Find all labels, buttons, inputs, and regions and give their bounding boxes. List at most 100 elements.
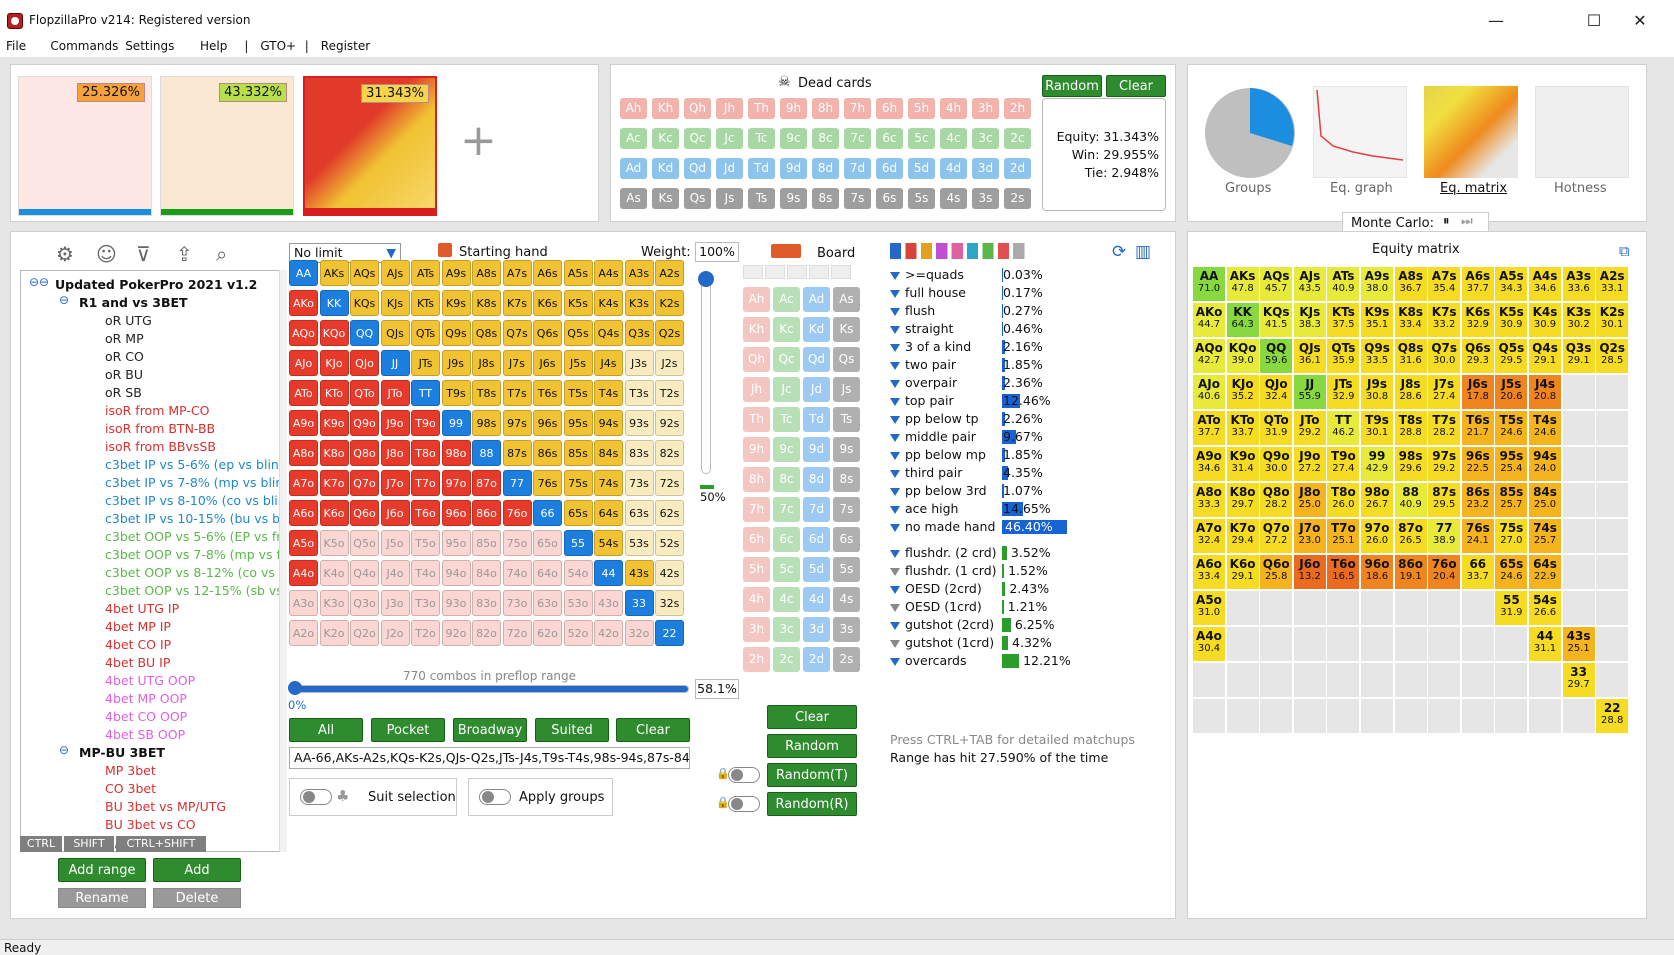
dead-card-Kd[interactable]: Kd [652, 158, 679, 179]
board-slot[interactable] [831, 265, 851, 279]
range-cell-94o[interactable]: 94o [441, 560, 471, 586]
range-cell-Q4o[interactable]: Q4o [350, 560, 379, 586]
collapse-icon[interactable]: ⊖ [39, 275, 50, 289]
range-cell-95o[interactable]: 95o [441, 530, 471, 556]
range-cell-KTo[interactable]: KTo [319, 380, 349, 406]
range-cell-53s[interactable]: 53s [624, 530, 654, 556]
range-cell-J6s[interactable]: J6s [533, 350, 562, 376]
board-card-2s[interactable]: 2s [833, 647, 860, 672]
range-cell-83o[interactable]: 83o [472, 590, 501, 616]
bar-chart-icon[interactable]: ▥ [1135, 242, 1152, 262]
range-cell-72o[interactable]: 72o [502, 620, 532, 646]
dead-card-3h[interactable]: 3h [972, 98, 999, 119]
range-cell-K4s[interactable]: K4s [594, 290, 623, 316]
tree-item[interactable]: 4bet BU IP [105, 655, 171, 670]
range-cell-JJ[interactable]: JJ [380, 350, 410, 376]
dead-card-3d[interactable]: 3d [972, 158, 999, 179]
tree-item[interactable]: 4bet CO OOP [105, 709, 188, 724]
dead-card-6d[interactable]: 6d [876, 158, 903, 179]
range-cell-J3o[interactable]: J3o [380, 590, 410, 616]
range-cell-JTo[interactable]: JTo [380, 380, 410, 406]
range-cell-J8s[interactable]: J8s [472, 350, 501, 376]
range-cell-AA[interactable]: AA [289, 260, 318, 286]
filter-funnel-icon[interactable] [890, 487, 900, 496]
filter-funnel-icon[interactable] [890, 397, 900, 406]
dead-card-Tc[interactable]: Tc [748, 128, 775, 149]
tree-item[interactable]: c3bet OOP vs 8-12% (co vs blu [105, 565, 281, 580]
dead-card-5h[interactable]: 5h [908, 98, 935, 119]
dead-card-Td[interactable]: Td [748, 158, 775, 179]
range-cell-98s[interactable]: 98s [472, 410, 501, 436]
dead-card-Th[interactable]: Th [748, 98, 775, 119]
dead-card-8c[interactable]: 8c [812, 128, 839, 149]
groups-view-label[interactable]: Groups [1225, 181, 1272, 196]
range-cell-ATo[interactable]: ATo [289, 380, 318, 406]
dead-card-2s[interactable]: 2s [1004, 188, 1031, 209]
tree-item[interactable]: isoR from MP-CO [105, 403, 210, 418]
range-cell-Q3s[interactable]: Q3s [624, 320, 654, 346]
range-cell-KK[interactable]: KK [319, 290, 349, 316]
tree-item[interactable]: 4bet SB OOP [105, 727, 186, 742]
range-cell-43o[interactable]: 43o [594, 590, 623, 616]
menu-item-help[interactable]: Help [200, 39, 228, 53]
range-cell-J3s[interactable]: J3s [624, 350, 654, 376]
filter-funnel-icon[interactable] [890, 657, 900, 666]
board-card-4s[interactable]: 4s [833, 587, 860, 612]
range-cell-A7s[interactable]: A7s [502, 260, 532, 286]
dead-card-Jd[interactable]: Jd [716, 158, 743, 179]
range-cell-A4s[interactable]: A4s [594, 260, 623, 286]
range-cell-53o[interactable]: 53o [563, 590, 593, 616]
range-text-input[interactable]: AA-66,AKs-A2s,KQs-K2s,QJs-Q2s,JTs-J4s,T9… [289, 747, 690, 769]
range-cell-Q7s[interactable]: Q7s [502, 320, 532, 346]
range-cell-J9o[interactable]: J9o [380, 410, 410, 436]
filter-funnel-icon[interactable] [890, 469, 900, 478]
dead-card-Ac[interactable]: Ac [620, 128, 647, 149]
dead-card-9d[interactable]: 9d [780, 158, 807, 179]
board-card-6c[interactable]: 6c [773, 527, 800, 552]
range-cell-A3s[interactable]: A3s [624, 260, 654, 286]
range-cell-T2s[interactable]: T2s [655, 380, 684, 406]
range-cell-54o[interactable]: 54o [563, 560, 593, 586]
range-cell-A3o[interactable]: A3o [289, 590, 318, 616]
range-cell-J5s[interactable]: J5s [563, 350, 593, 376]
board-card-9h[interactable]: 9h [743, 437, 770, 462]
dead-card-4s[interactable]: 4s [940, 188, 967, 209]
menu-item-gto+[interactable]: GTO+ [260, 39, 297, 53]
filter-funnel-icon[interactable] [890, 603, 900, 612]
board-random-r-button[interactable]: Random(R) [767, 792, 857, 816]
range-cell-Q8s[interactable]: Q8s [472, 320, 501, 346]
tree-item[interactable]: 4bet CO IP [105, 637, 172, 652]
board-card-4h[interactable]: 4h [743, 587, 770, 612]
range-cell-AQs[interactable]: AQs [350, 260, 379, 286]
range-cell-74s[interactable]: 74s [594, 470, 623, 496]
collapse-icon[interactable]: ⊖ [59, 293, 70, 307]
tree-category[interactable]: R1 and vs 3BET [79, 295, 188, 310]
board-card-Jc[interactable]: Jc [773, 377, 800, 402]
filter-funnel-icon[interactable] [890, 567, 900, 576]
range-cell-T4s[interactable]: T4s [594, 380, 623, 406]
range-cell-K4o[interactable]: K4o [319, 560, 349, 586]
range-pct-slider[interactable] [288, 681, 689, 695]
range-cell-92s[interactable]: 92s [655, 410, 684, 436]
dead-card-Qc[interactable]: Qc [684, 128, 711, 149]
dead-card-4c[interactable]: 4c [940, 128, 967, 149]
add-category-button[interactable]: Add category [153, 858, 241, 902]
range-cell-A6o[interactable]: A6o [289, 500, 318, 526]
range-cell-86o[interactable]: 86o [472, 500, 501, 526]
eq-matrix-view-label[interactable]: Eq. matrix [1440, 181, 1508, 196]
board-card-Jd[interactable]: Jd [803, 377, 830, 402]
range-cell-88[interactable]: 88 [472, 440, 501, 466]
weight-input[interactable]: 100% [695, 242, 739, 262]
range-cell-87s[interactable]: 87s [502, 440, 532, 466]
board-card-5s[interactable]: 5s [833, 557, 860, 582]
select-pocket-button[interactable]: Pocket [371, 718, 445, 742]
range-cell-K2s[interactable]: K2s [655, 290, 684, 316]
menu-item-file[interactable]: File [6, 39, 27, 53]
range-cell-85s[interactable]: 85s [563, 440, 593, 466]
board-card-7c[interactable]: 7c [773, 497, 800, 522]
range-cell-84o[interactable]: 84o [472, 560, 501, 586]
filter-funnel-icon[interactable] [890, 621, 900, 630]
range-cell-93o[interactable]: 93o [441, 590, 471, 616]
range-cell-62o[interactable]: 62o [533, 620, 562, 646]
range-cell-T8s[interactable]: T8s [472, 380, 501, 406]
